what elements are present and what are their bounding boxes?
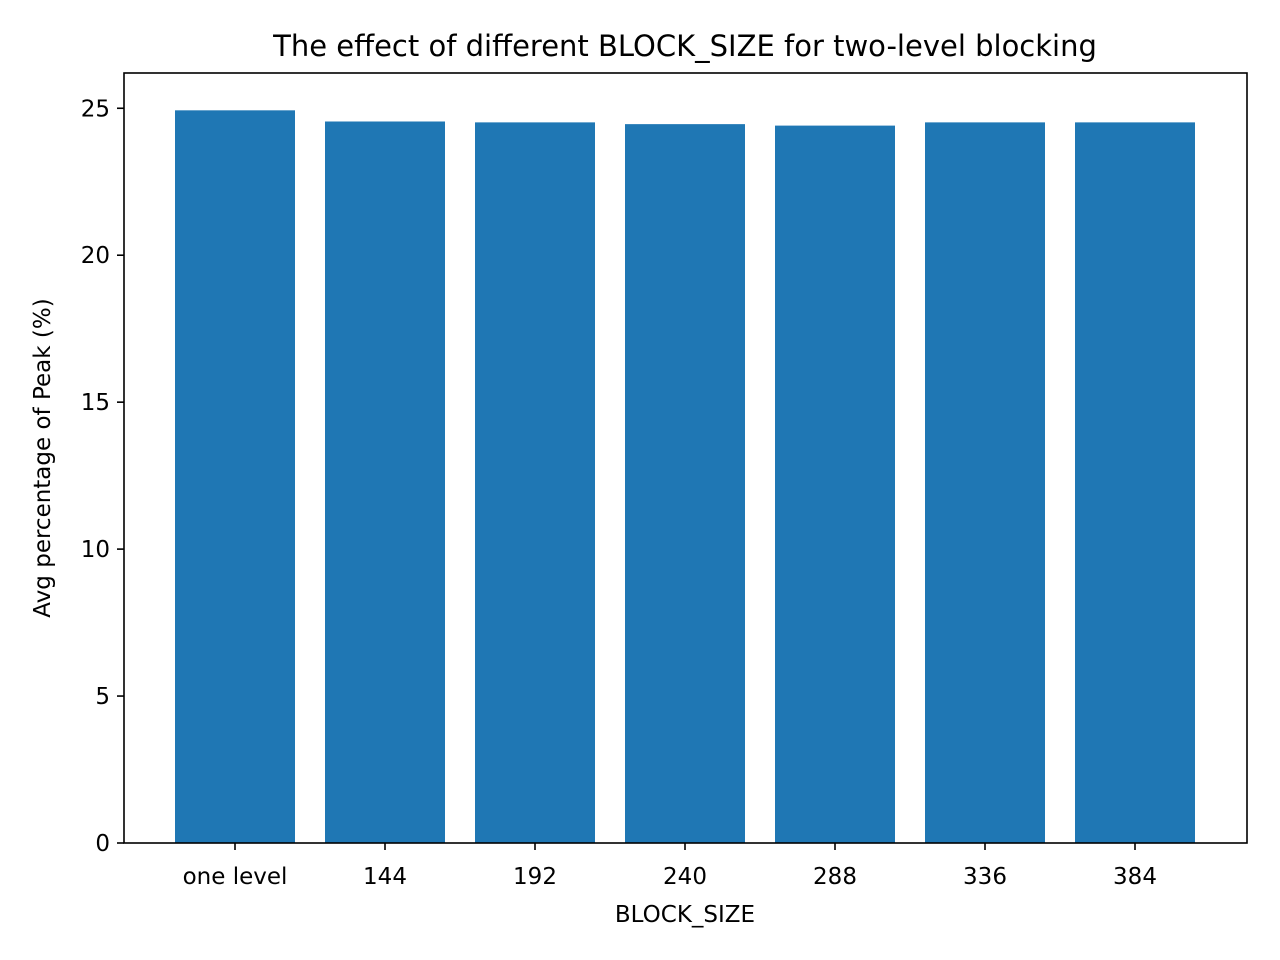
chart-title: The effect of different BLOCK_SIZE for t… — [272, 29, 1097, 63]
bar-288 — [775, 125, 895, 843]
x-tick-label: 384 — [1113, 864, 1157, 890]
x-axis-label: BLOCK_SIZE — [615, 902, 755, 928]
x-tick-label: one level — [183, 864, 288, 890]
plot-frame — [123, 72, 1248, 844]
y-tick-label: 15 — [81, 390, 110, 416]
bar-384 — [1075, 122, 1195, 844]
x-tick-label: 144 — [363, 864, 407, 890]
y-tick-label: 0 — [95, 831, 110, 857]
y-tick-label: 5 — [95, 684, 110, 710]
x-tick-label: 192 — [513, 864, 557, 890]
y-tick-label: 25 — [81, 96, 110, 122]
bar-144 — [325, 121, 445, 843]
bar-192 — [475, 122, 595, 844]
y-tick-label: 10 — [81, 537, 110, 563]
x-ticks-group: one level 144 192 240 288 336 384 — [183, 843, 1157, 890]
bar-336 — [925, 122, 1045, 844]
bar-240 — [625, 124, 745, 844]
y-axis-label: Avg percentage of Peak (%) — [30, 298, 56, 617]
x-tick-label: 240 — [663, 864, 707, 890]
y-ticks-group: 0 5 10 15 20 25 — [81, 96, 124, 857]
bar-one-level — [175, 110, 295, 844]
x-tick-label: 288 — [813, 864, 857, 890]
bars-group — [175, 110, 1195, 844]
y-tick-label: 20 — [81, 243, 110, 269]
x-tick-label: 336 — [963, 864, 1007, 890]
